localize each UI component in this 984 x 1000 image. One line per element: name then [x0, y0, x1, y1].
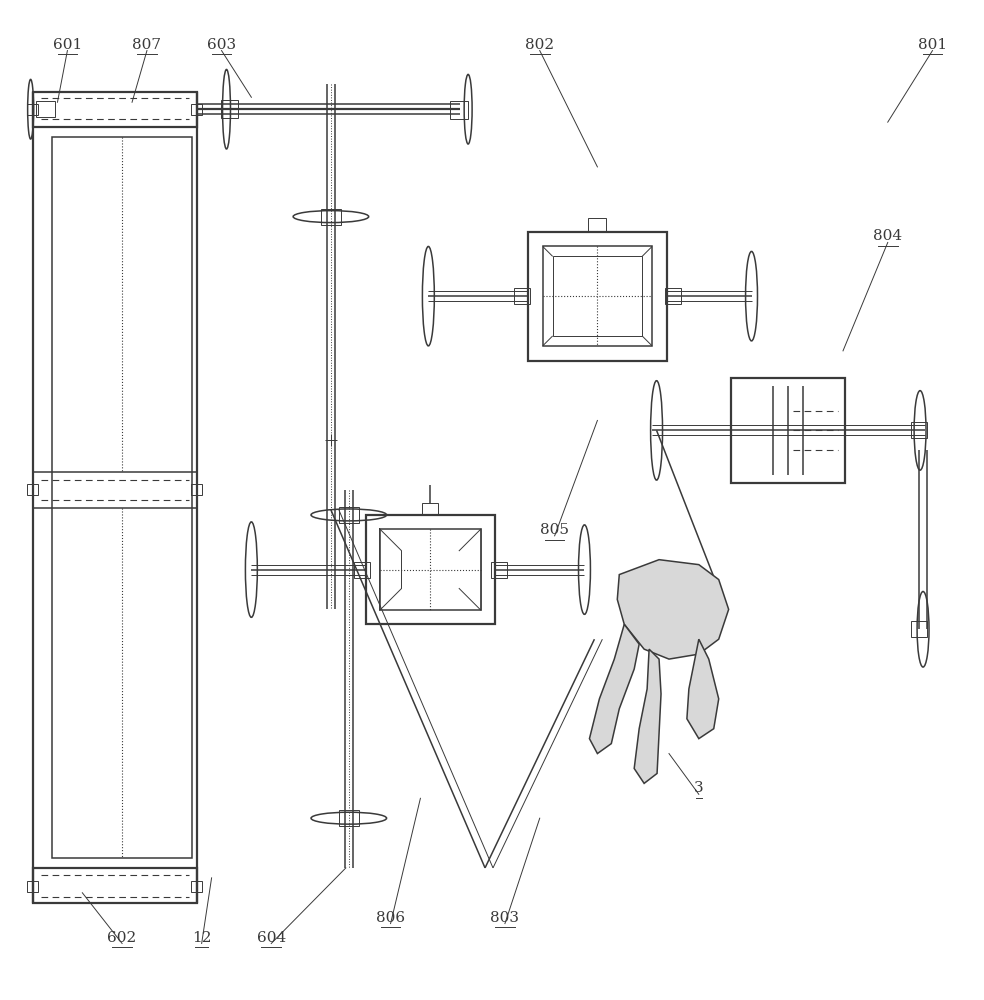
Bar — [665, 288, 681, 304]
Bar — [553, 256, 643, 336]
Bar — [380, 529, 481, 610]
Bar — [220, 100, 238, 118]
Text: 603: 603 — [207, 38, 236, 52]
Bar — [52, 137, 192, 858]
Bar — [338, 810, 359, 826]
Bar — [731, 378, 845, 483]
Text: 804: 804 — [873, 229, 902, 243]
Bar — [338, 507, 359, 523]
Text: 803: 803 — [490, 911, 520, 925]
Text: 3: 3 — [694, 781, 704, 795]
Bar — [28, 881, 38, 892]
Bar — [354, 562, 370, 578]
Bar — [32, 472, 197, 508]
Bar — [191, 881, 202, 892]
PathPatch shape — [617, 560, 729, 659]
Bar — [28, 484, 38, 495]
Bar — [543, 246, 652, 346]
Bar — [366, 515, 495, 624]
Text: 601: 601 — [53, 38, 82, 52]
Bar — [911, 422, 927, 438]
PathPatch shape — [687, 639, 718, 739]
Text: 805: 805 — [540, 523, 569, 537]
Text: 602: 602 — [107, 931, 137, 945]
Bar — [588, 218, 606, 232]
Text: 801: 801 — [918, 38, 947, 52]
Text: 12: 12 — [192, 931, 212, 945]
Bar — [28, 104, 38, 115]
Bar — [321, 209, 340, 225]
Bar — [527, 232, 667, 361]
Bar — [32, 92, 197, 127]
Text: 604: 604 — [257, 931, 286, 945]
Bar — [491, 562, 507, 578]
PathPatch shape — [635, 649, 661, 783]
Bar — [191, 484, 202, 495]
Text: 802: 802 — [525, 38, 554, 52]
PathPatch shape — [589, 624, 640, 754]
Bar — [514, 288, 529, 304]
Bar — [32, 868, 197, 903]
Bar — [422, 503, 438, 515]
Bar — [911, 621, 927, 637]
Bar — [191, 104, 202, 115]
Bar — [35, 101, 55, 117]
Bar — [451, 101, 468, 119]
Text: 806: 806 — [376, 911, 405, 925]
Text: 807: 807 — [133, 38, 161, 52]
